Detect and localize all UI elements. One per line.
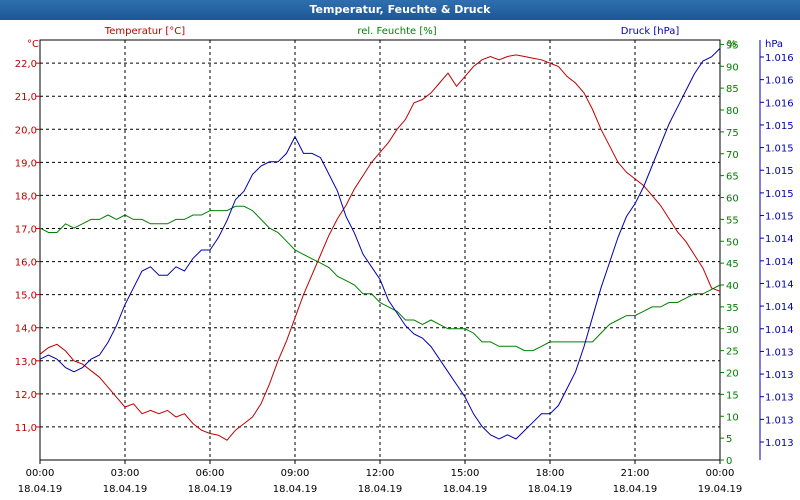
pressure-tick-label: 1.015 xyxy=(765,212,794,223)
x-tick-date-label: 18.04.19 xyxy=(273,484,318,495)
x-tick-time-label: 12:00 xyxy=(366,468,395,479)
humidity-tick-label: 45 xyxy=(726,259,739,270)
pressure-axis-title: Druck [hPa] xyxy=(621,26,680,37)
pressure-tick-label: 1.015 xyxy=(765,144,794,155)
temperature-tick-label: 12,0 xyxy=(15,390,37,401)
humidity-axis-title: rel. Feuchte [%] xyxy=(357,26,436,37)
x-tick-time-label: 06:00 xyxy=(196,468,225,479)
x-tick-date-label: 18.04.19 xyxy=(103,484,148,495)
pressure-tick-label: 1.014 xyxy=(765,257,794,268)
humidity-tick-label: 40 xyxy=(726,281,739,292)
pressure-tick-label: 1.015 xyxy=(765,189,794,200)
humidity-tick-label: 75 xyxy=(726,128,739,139)
temperature-tick-label: 17,0 xyxy=(15,225,37,236)
humidity-tick-label: 60 xyxy=(726,194,739,205)
humidity-tick-label: 80 xyxy=(726,106,739,117)
x-tick-time-label: 18:00 xyxy=(536,468,565,479)
x-tick-time-label: 00:00 xyxy=(26,468,55,479)
temperature-series-line xyxy=(39,54,721,441)
x-tick-time-label: 00:00 xyxy=(706,468,735,479)
x-tick-date-label: 19.04.19 xyxy=(698,484,743,495)
pressure-tick-label: 1.014 xyxy=(765,279,794,290)
x-tick-time-label: 21:00 xyxy=(621,468,650,479)
humidity-tick-label: 95 xyxy=(726,40,739,51)
chart-svg: 00:00 18.04.19 03:00 18.04.19 06:00 18.04.19 0… xyxy=(15,26,794,495)
pressure-tick-label: 1.014 xyxy=(765,325,794,336)
humidity-tick-label: 25 xyxy=(726,347,739,358)
humidity-tick-label: 90 xyxy=(726,62,739,73)
temperature-tick-label: 19,0 xyxy=(15,158,37,169)
humidity-series-line xyxy=(39,205,721,352)
pressure-tick-label: 1.016 xyxy=(765,76,794,87)
pressure-tick-label: 1.013 xyxy=(765,370,794,381)
humidity-tick-label: 10 xyxy=(726,412,739,423)
x-tick-date-label: 18.04.19 xyxy=(188,484,233,495)
pressure-tick-label: 1.016 xyxy=(765,53,794,64)
humidity-tick-label: 30 xyxy=(726,325,739,336)
pressure-tick-label: 1.014 xyxy=(765,234,794,245)
humidity-tick-label: 20 xyxy=(726,369,739,380)
x-tick-date-label: 18.04.19 xyxy=(613,484,658,495)
pressure-unit-label: hPa xyxy=(765,39,783,50)
pressure-tick-label: 1.013 xyxy=(765,415,794,426)
humidity-tick-label: 65 xyxy=(726,172,739,183)
humidity-tick-label: 55 xyxy=(726,215,739,226)
temperature-tick-label: 13,0 xyxy=(15,357,37,368)
pressure-tick-label: 1.013 xyxy=(765,393,794,404)
pressure-series-line xyxy=(39,48,721,440)
temperature-unit-label: °C xyxy=(27,39,39,50)
pressure-tick-label: 1.016 xyxy=(765,98,794,109)
x-tick-date-label: 18.04.19 xyxy=(358,484,403,495)
pressure-tick-label: 1.015 xyxy=(765,166,794,177)
humidity-unit-label: % xyxy=(727,39,737,50)
humidity-tick-label: 35 xyxy=(726,303,739,314)
x-tick-time-label: 15:00 xyxy=(451,468,480,479)
humidity-tick-label: 0 xyxy=(726,456,732,467)
x-tick-date-label: 18.04.19 xyxy=(18,484,63,495)
temperature-tick-label: 15,0 xyxy=(15,291,37,302)
window-title: Temperatur, Feuchte & Druck xyxy=(0,0,800,20)
humidity-tick-label: 15 xyxy=(726,390,739,401)
x-tick-date-label: 18.04.19 xyxy=(528,484,573,495)
temperature-tick-label: 16,0 xyxy=(15,258,37,269)
x-tick-time-label: 03:00 xyxy=(111,468,140,479)
pressure-tick-label: 1.013 xyxy=(765,347,794,358)
temperature-tick-label: 22,0 xyxy=(15,59,37,70)
x-tick-time-label: 09:00 xyxy=(281,468,310,479)
temperature-axis-title: Temperatur [°C] xyxy=(104,26,185,37)
pressure-tick-label: 1.014 xyxy=(765,302,794,313)
temperature-tick-label: 20,0 xyxy=(15,125,37,136)
x-tick-date-label: 18.04.19 xyxy=(443,484,488,495)
temperature-tick-label: 18,0 xyxy=(15,191,37,202)
humidity-tick-label: 85 xyxy=(726,84,739,95)
humidity-tick-label: 50 xyxy=(726,237,739,248)
humidity-tick-label: 70 xyxy=(726,150,739,161)
temperature-tick-label: 21,0 xyxy=(15,92,37,103)
temperature-tick-label: 14,0 xyxy=(15,324,37,335)
humidity-tick-label: 5 xyxy=(726,434,732,445)
pressure-tick-label: 1.013 xyxy=(765,438,794,449)
temperature-tick-label: 11,0 xyxy=(15,423,37,434)
pressure-tick-label: 1.015 xyxy=(765,121,794,132)
